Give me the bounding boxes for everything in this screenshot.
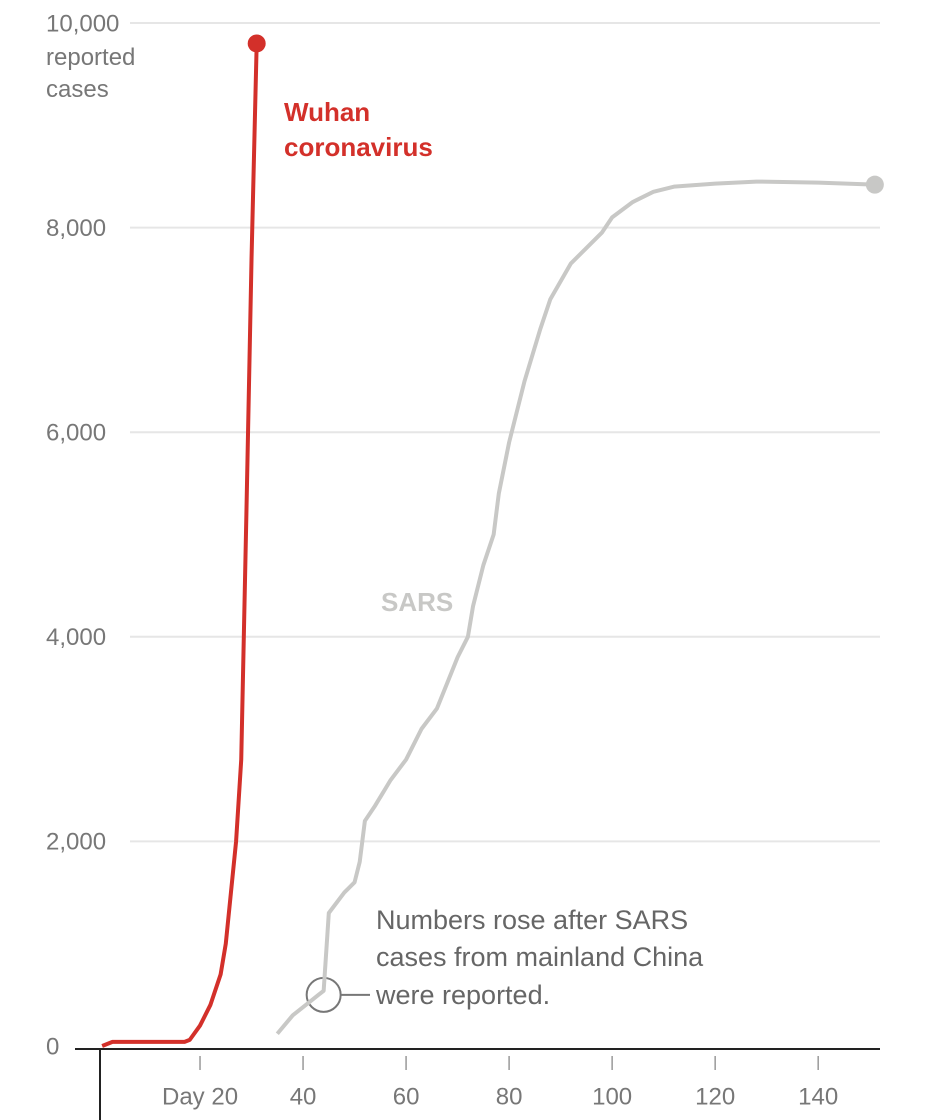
y-tick-label: 8,000: [46, 215, 106, 242]
series-label: Wuhan coronavirus: [284, 97, 433, 163]
x-tick-label: Day 20: [162, 1083, 238, 1110]
x-tick-label: 80: [496, 1083, 523, 1110]
annotation: Numbers rose after SARS cases from mainl…: [376, 905, 704, 1010]
x-tick-label: 40: [290, 1083, 317, 1110]
y-tick-label: 6,000: [46, 420, 106, 447]
y-tick-label: 0: [46, 1033, 59, 1060]
y-tick-label: 4,000: [46, 624, 106, 651]
line: [101, 43, 259, 1048]
end-dot: [247, 34, 266, 53]
line: [275, 179, 875, 1036]
x-tick-label: 140: [798, 1083, 838, 1110]
x-tick-label: 60: [393, 1083, 420, 1110]
x-tick-label: 120: [695, 1083, 735, 1110]
y-tick-label: 2,000: [46, 829, 106, 856]
y-axis-title: reported cases: [46, 44, 136, 104]
series-label: SARS: [381, 587, 454, 617]
x-tick-label: 100: [592, 1083, 632, 1110]
end-dot: [865, 175, 884, 194]
y-tick-label: 10,000: [46, 10, 119, 37]
